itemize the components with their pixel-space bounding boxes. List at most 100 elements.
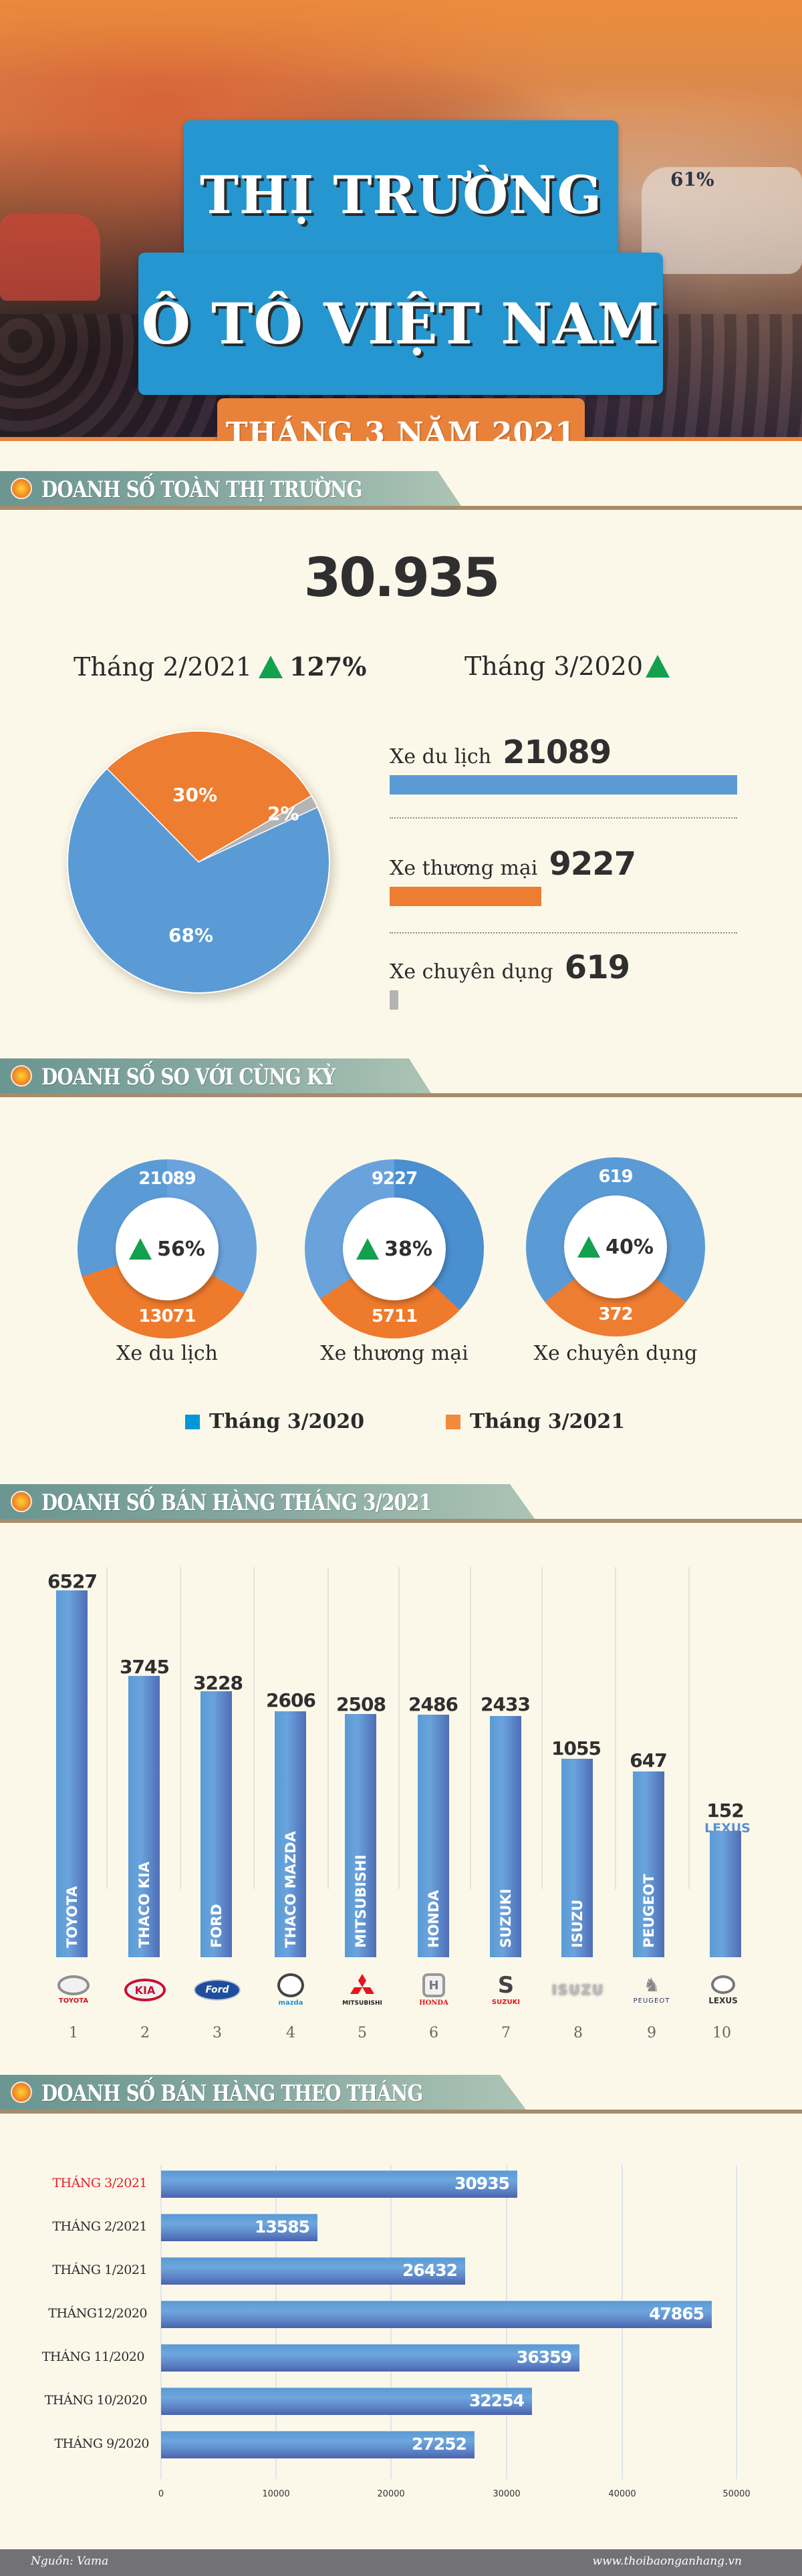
column-separator xyxy=(470,1567,471,1889)
brand-value: 1055 xyxy=(551,1737,602,1759)
divider xyxy=(390,932,737,934)
ford-logo-icon: Ford xyxy=(180,1970,254,2010)
brand-name: TOYOTA xyxy=(63,1886,80,1948)
section-header-total-market: DOANH SỐ TOÀN THỊ TRƯỜNG xyxy=(0,471,802,511)
mitsubishi-logo-icon: MITSUBISHI xyxy=(325,1970,399,2010)
website-link[interactable]: www.thoibaonganhang.vn xyxy=(592,2555,742,2568)
legend-swatch xyxy=(446,1414,460,1429)
suzuki-logo-icon: S SUZUKI xyxy=(491,1972,521,2006)
brand-rank: 2 xyxy=(140,2025,150,2041)
column-separator xyxy=(688,1567,690,1889)
column-separator xyxy=(615,1567,616,1889)
compare-label: Tháng 3/2020 xyxy=(464,652,644,681)
legend-swatch xyxy=(185,1414,200,1429)
brand-value: 6527 xyxy=(47,1570,98,1592)
segment-value: 9227 xyxy=(549,845,637,883)
brand-rank: 10 xyxy=(712,2025,731,2041)
compare-label: Tháng 2/2021 xyxy=(74,652,253,682)
up-arrow-icon xyxy=(356,1238,380,1260)
segment-row-special: Xe chuyên dụng 619 xyxy=(390,949,737,1010)
brand-value: 2508 xyxy=(336,1693,386,1715)
x-tick: 0 xyxy=(158,2489,164,2499)
month-value: 32254 xyxy=(469,2391,525,2410)
section-title: DOANH SỐ SO VỚI CÙNG KỲ xyxy=(41,1064,336,1091)
month-value: 27252 xyxy=(412,2434,467,2454)
section-header-yoy: DOANH SỐ SO VỚI CÙNG KỲ xyxy=(0,1058,802,1099)
column-separator xyxy=(541,1567,543,1889)
month-value: 30935 xyxy=(454,2174,510,2193)
hero-banner: THỊ TRƯỜNG Ô TÔ VIỆT NAM THÁNG 3 NĂM 202… xyxy=(0,0,802,441)
mazda-logo-icon: mazda xyxy=(254,1970,327,2010)
month-value: 13585 xyxy=(255,2217,310,2237)
segment-value: 619 xyxy=(564,949,630,986)
brand-bar-thaco-mazda: THACO MAZDA xyxy=(275,1711,306,1957)
brand-value: 3228 xyxy=(193,1672,243,1694)
column-separator xyxy=(253,1567,255,1889)
x-tick: 40000 xyxy=(608,2489,636,2499)
pie-label-passenger: 68% xyxy=(168,924,214,946)
segment-label: Xe chuyên dụng xyxy=(390,960,553,984)
pie-slice-special xyxy=(198,795,318,863)
hero-photo-white-suv xyxy=(642,167,802,274)
donut-value-mar2020: 5711 xyxy=(371,1306,418,1326)
bullet-orb-icon xyxy=(11,478,32,499)
x-tick: 10000 xyxy=(262,2489,290,2499)
month-bar: 30935 xyxy=(161,2170,517,2198)
section-title: DOANH SỐ BÁN HÀNG THÁNG 3/2021 xyxy=(41,1489,432,1516)
donut-passenger: 21089 13071 56% xyxy=(78,1159,257,1338)
brand-bar-isuzu: ISUZU xyxy=(561,1759,593,1957)
brand-rank: 4 xyxy=(286,2025,295,2041)
column-separator xyxy=(327,1567,329,1889)
brand-bar-honda: HONDA xyxy=(418,1715,449,1957)
brand-rank: 9 xyxy=(647,2025,656,2041)
segment-pie-chart: 30% 2% 68% xyxy=(67,730,334,998)
brand-value: 2486 xyxy=(408,1693,458,1715)
compare-prev-month: Tháng 2/2021 127% xyxy=(74,652,366,682)
brand-name: MITSUBISHI xyxy=(352,1854,369,1948)
hero-photo-red-pickup xyxy=(0,214,100,301)
brand-value: 3745 xyxy=(120,1656,170,1678)
pie-label-special: 2% xyxy=(267,803,299,825)
brand-value: 2606 xyxy=(266,1689,316,1711)
bullet-orb-icon xyxy=(11,1491,32,1512)
toyota-logo-icon: TOYOTA xyxy=(37,1970,110,2010)
peugeot-logo-icon: ♞ PEUGEOT xyxy=(633,1974,670,2005)
isuzu-logo-icon: ISUZU xyxy=(551,1982,605,1998)
month-bar: 32254 xyxy=(161,2388,532,2415)
donut-value-mar2021: 9227 xyxy=(371,1169,418,1189)
brand-name: FORD xyxy=(208,1904,225,1948)
brand-rank: 7 xyxy=(501,2025,511,2041)
month-bar: 13585 xyxy=(161,2214,317,2241)
month-value: 47865 xyxy=(649,2304,704,2323)
pie-slice-commercial xyxy=(106,730,313,863)
brand-bar-toyota: TOYOTA xyxy=(56,1590,88,1957)
segment-value: 21089 xyxy=(503,734,612,771)
brand-rank: 8 xyxy=(573,2025,583,2041)
donut-value-mar2020: 13071 xyxy=(138,1306,196,1326)
growth-pct: 56% xyxy=(157,1237,205,1261)
segment-row-passenger: Xe du lịch 21089 xyxy=(390,734,737,795)
segment-row-commercial: Xe thương mại 9227 xyxy=(390,845,737,906)
legend-item-mar2020: Tháng 3/2020 xyxy=(185,1410,364,1433)
gridline xyxy=(736,2165,737,2479)
month-bar: 47865 xyxy=(161,2301,712,2328)
column-separator xyxy=(106,1567,108,1889)
donut-center: 38% xyxy=(343,1197,446,1300)
legend-item-mar2021: Tháng 3/2021 xyxy=(446,1410,625,1433)
brand-name: PEUGEOT xyxy=(640,1874,657,1948)
pie-svg xyxy=(67,730,330,994)
segment-bar-commercial xyxy=(390,887,541,906)
section-rule xyxy=(0,506,802,510)
x-tick: 50000 xyxy=(722,2489,751,2499)
donut-caption: Xe du lịch xyxy=(116,1342,219,1365)
brand-value: 2433 xyxy=(481,1693,531,1715)
segment-bar-passenger xyxy=(390,775,737,795)
donut-value-mar2020: 372 xyxy=(598,1304,633,1324)
section-rule xyxy=(0,1093,802,1097)
section-header-brand-sales: DOANH SỐ BÁN HÀNG THÁNG 3/2021 xyxy=(0,1484,802,1524)
donut-caption: Xe thương mại xyxy=(320,1342,469,1365)
segment-label: Xe thương mại xyxy=(390,857,538,880)
brand-bar-peugeot: PEUGEOT xyxy=(633,1771,664,1957)
donut-caption: Xe chuyên dụng xyxy=(533,1342,698,1365)
brand-bar-mitsubishi: MITSUBISHI xyxy=(345,1714,376,1957)
